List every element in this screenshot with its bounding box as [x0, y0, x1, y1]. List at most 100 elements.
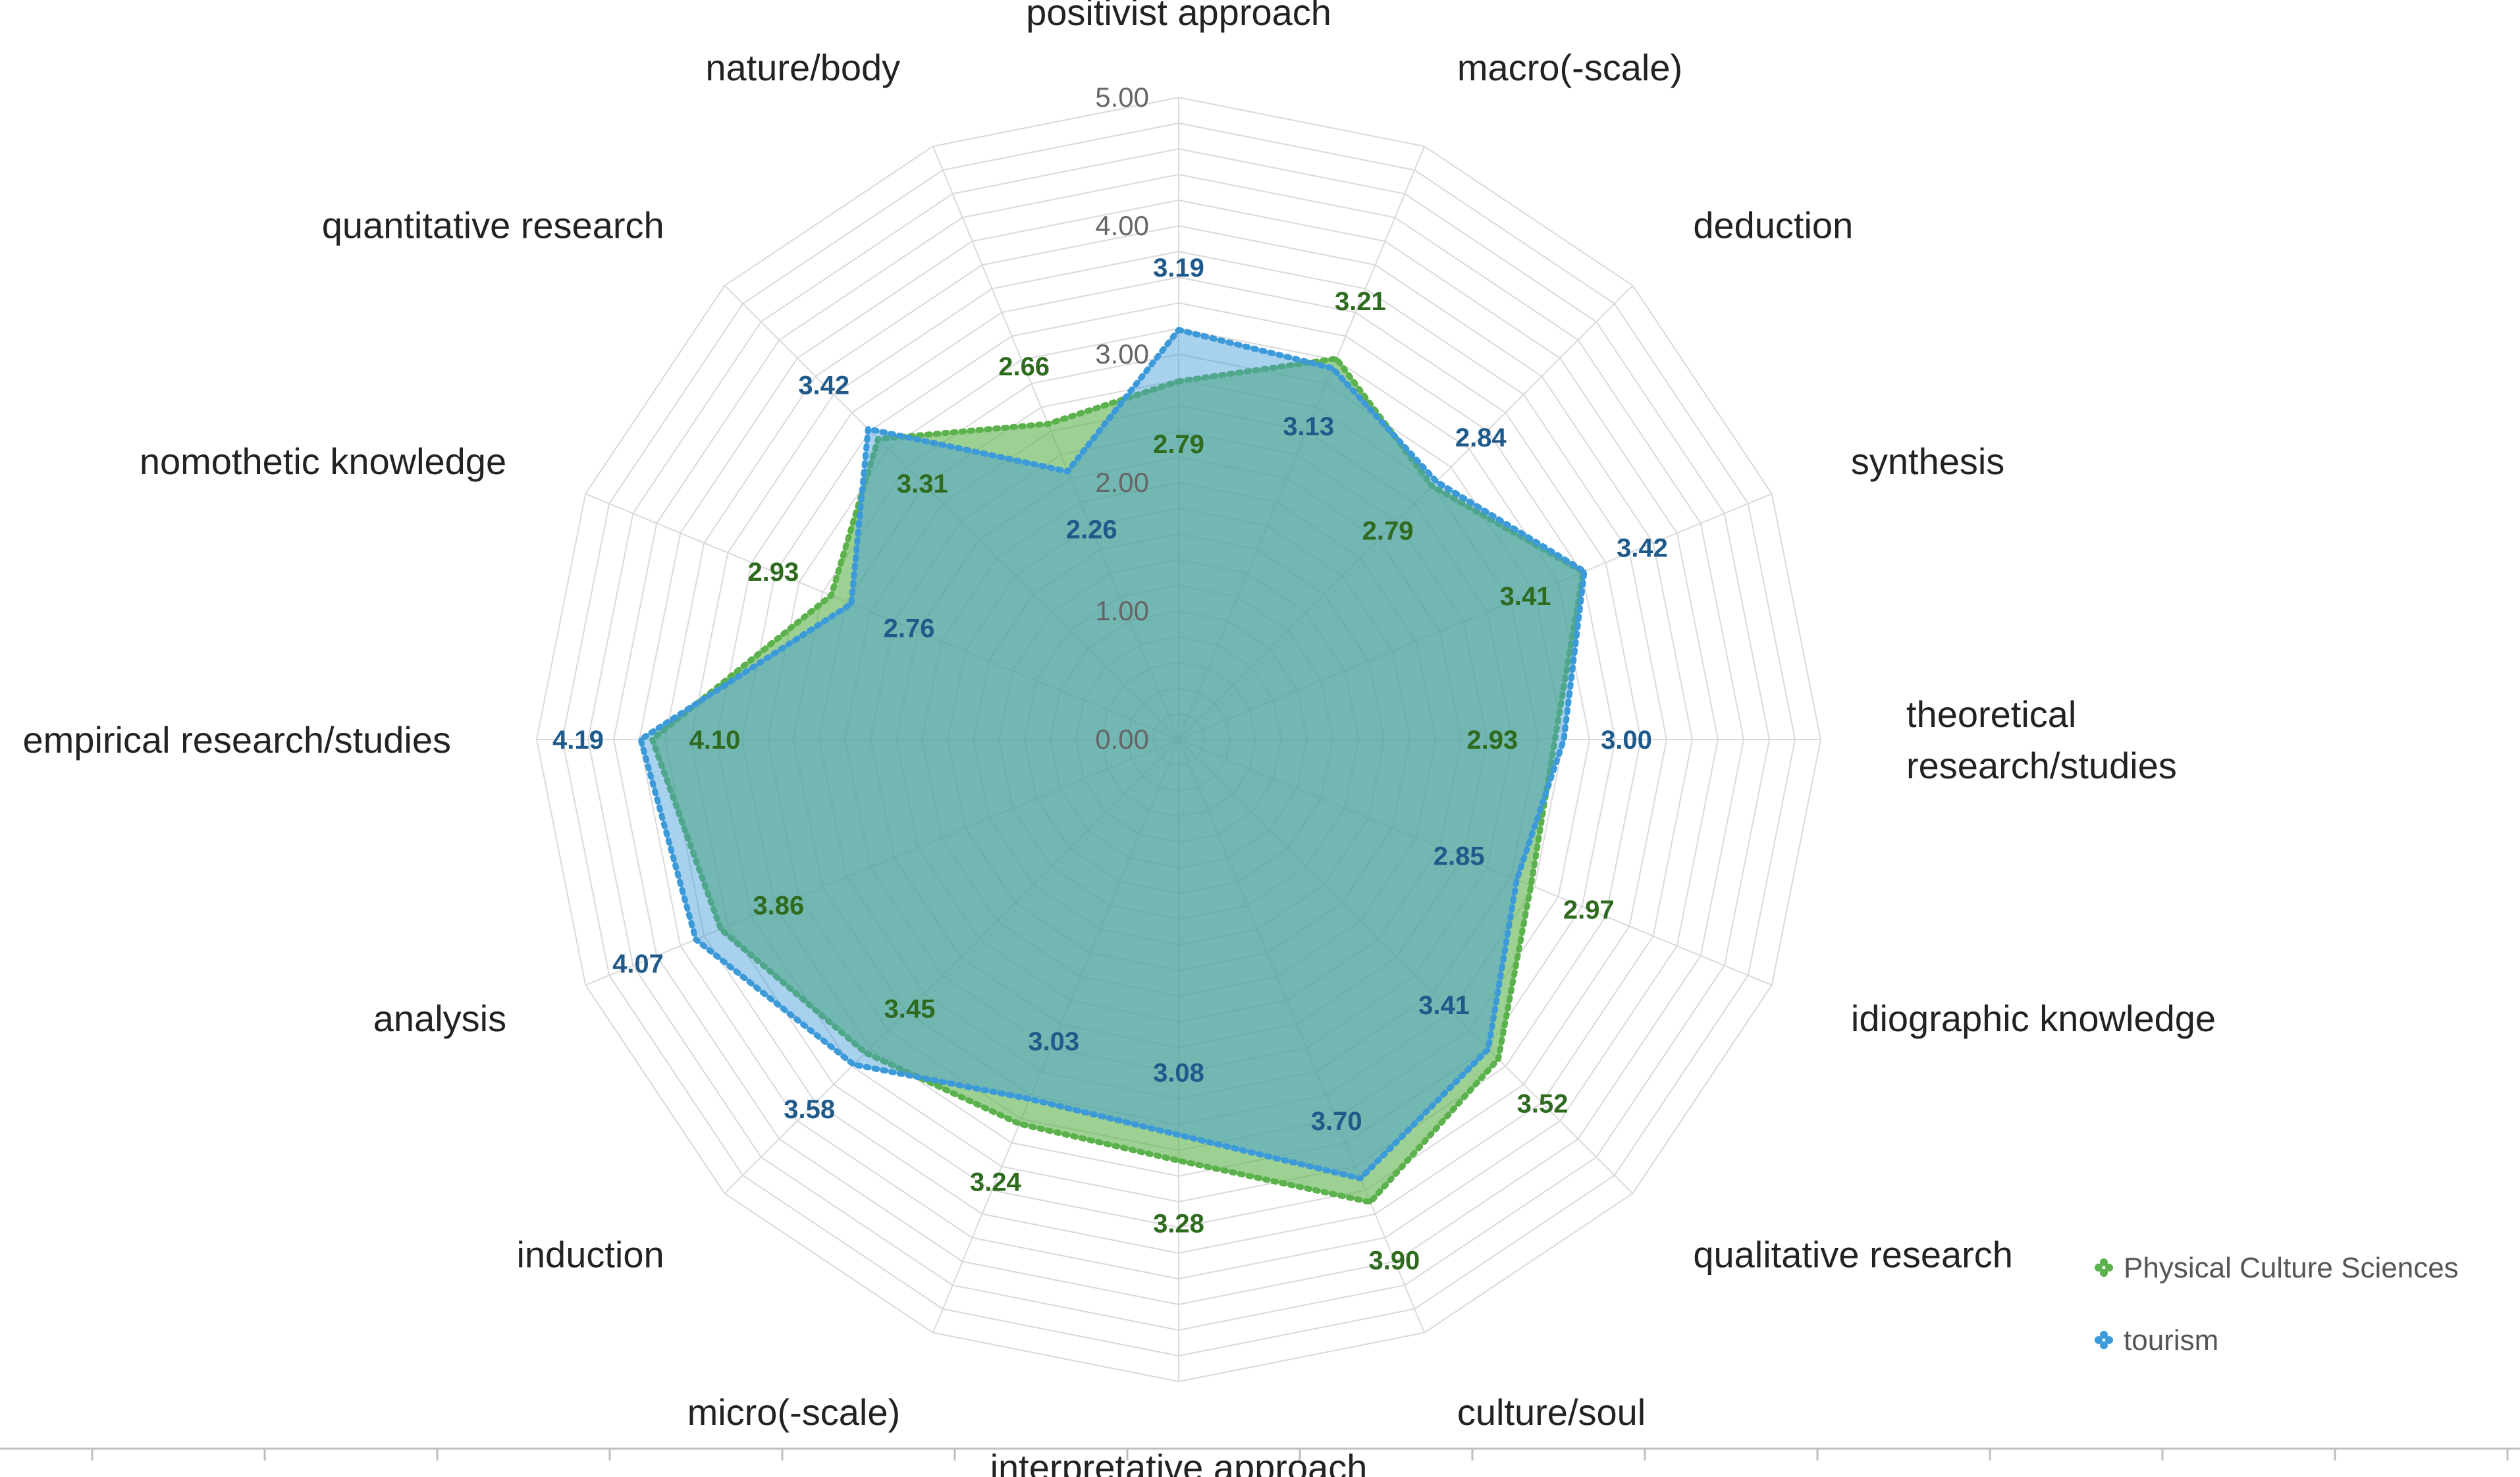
value-label-tourism: 2.76 — [884, 614, 935, 643]
legend: Physical Culture Sciences tourism — [2095, 1252, 2459, 1356]
series-physical-culture-sciences-point — [1177, 1158, 1181, 1163]
radial-tick-label: 3.00 — [1095, 338, 1149, 369]
legend-label: tourism — [2124, 1324, 2218, 1356]
legend-marker — [2100, 1331, 2108, 1339]
category-label: empirical research/studies — [23, 719, 451, 761]
value-label-tourism: 3.13 — [1283, 412, 1334, 441]
series-tourism-point — [1330, 366, 1335, 371]
category-label: micro(-scale) — [687, 1391, 901, 1433]
legend-marker — [2095, 1336, 2103, 1344]
category-label: deduction — [1693, 205, 1853, 246]
series-tourism-point — [1582, 569, 1587, 574]
category-label: idiographic knowledge — [1851, 998, 2216, 1039]
series-physical-culture-sciences-point — [1368, 1200, 1373, 1204]
value-label-physical-culture-sciences: 2.79 — [1153, 430, 1204, 459]
series-tourism-point — [1358, 1176, 1363, 1181]
series-physical-culture-sciences-point — [718, 927, 723, 932]
category-label: qualitative research — [1693, 1233, 2013, 1275]
value-label-tourism: 2.26 — [1066, 516, 1117, 545]
series-physical-culture-sciences-point — [1017, 1121, 1022, 1126]
series-physical-culture-sciences-point — [650, 738, 655, 741]
legend-marker — [2100, 1258, 2108, 1266]
category-label: positivist approach — [1026, 0, 1331, 33]
series-physical-culture-sciences-point — [1430, 484, 1434, 489]
value-label-tourism: 3.58 — [784, 1095, 835, 1124]
value-label-physical-culture-sciences: 3.45 — [884, 995, 936, 1024]
radial-tick-label: 2.00 — [1095, 467, 1149, 498]
value-label-physical-culture-sciences: 3.21 — [1335, 287, 1386, 316]
value-label-tourism: 3.41 — [1418, 991, 1470, 1020]
value-label-tourism: 3.70 — [1311, 1107, 1362, 1136]
value-label-physical-culture-sciences: 4.10 — [689, 726, 741, 755]
value-label-physical-culture-sciences: 3.28 — [1153, 1210, 1204, 1239]
value-label-tourism: 4.19 — [552, 726, 604, 755]
value-label-tourism: 3.03 — [1028, 1027, 1079, 1056]
legend-marker — [2100, 1341, 2108, 1349]
legend-entry: tourism — [2095, 1324, 2218, 1356]
series-tourism-point — [1177, 327, 1181, 332]
value-label-physical-culture-sciences: 3.41 — [1500, 582, 1551, 611]
data-value-labels: 2.79 3.21 2.79 3.41 2.93 2.97 3.52 3.90 3.28 3.24… — [552, 254, 1668, 1275]
legend-entry: Physical Culture Sciences — [2095, 1252, 2459, 1284]
category-label-line: theoretical — [1906, 693, 2076, 735]
value-label-tourism: 4.07 — [612, 950, 664, 979]
value-label-physical-culture-sciences: 3.24 — [970, 1168, 1022, 1196]
category-labels: positivist approach macro(-scale) deductio… — [23, 0, 2216, 1477]
series-tourism-point — [866, 427, 871, 431]
category-label: theoretical research/studies — [1906, 693, 2177, 786]
series-physical-culture-sciences-point — [1177, 379, 1181, 383]
series-tourism-point — [851, 1062, 856, 1067]
value-label-tourism: 3.00 — [1601, 726, 1652, 755]
value-label-physical-culture-sciences: 3.52 — [1517, 1090, 1568, 1119]
value-label-tourism: 3.08 — [1153, 1059, 1204, 1088]
radar-series — [637, 327, 1588, 1206]
category-label: analysis — [373, 998, 506, 1039]
category-label: interpretative approach — [990, 1447, 1368, 1477]
value-label-tourism: 3.42 — [1617, 533, 1668, 562]
series-physical-culture-sciences-point — [1496, 1057, 1501, 1061]
bottom-axis-line — [0, 1447, 2520, 1461]
value-label-tourism: 2.84 — [1455, 423, 1507, 452]
category-label: macro(-scale) — [1457, 47, 1682, 88]
value-label-tourism: 3.19 — [1153, 254, 1204, 282]
radial-tick-label: 5.00 — [1095, 82, 1149, 113]
radial-tick-label: 1.00 — [1095, 595, 1149, 626]
value-label-physical-culture-sciences: 3.31 — [897, 470, 948, 498]
legend-marker — [2100, 1269, 2108, 1277]
legend-marker — [2095, 1264, 2103, 1272]
series-tourism-point — [693, 937, 698, 942]
series-tourism-point — [1027, 1096, 1032, 1101]
series-physical-culture-sciences-point — [1553, 738, 1557, 741]
radial-tick-label: 0.00 — [1095, 724, 1149, 755]
value-label-physical-culture-sciences: 2.66 — [998, 352, 1050, 381]
legend-label: Physical Culture Sciences — [2124, 1252, 2459, 1284]
series-physical-culture-sciences-point — [1046, 421, 1050, 426]
category-label-line: research/studies — [1906, 745, 2177, 786]
series-tourism-point — [1515, 877, 1519, 882]
value-label-tourism: 2.85 — [1434, 842, 1485, 871]
series-tourism-point — [1065, 469, 1070, 473]
series-physical-culture-sciences-point — [1334, 356, 1339, 361]
series-physical-culture-sciences-point — [876, 437, 880, 441]
series-physical-culture-sciences-point — [1529, 883, 1534, 888]
legend-marker — [2105, 1336, 2113, 1344]
value-label-physical-culture-sciences: 2.93 — [1466, 726, 1518, 755]
category-label: quantitative research — [322, 205, 664, 246]
series-tourism-point — [849, 602, 853, 606]
series-physical-culture-sciences-point — [863, 1050, 868, 1055]
category-label: induction — [516, 1233, 664, 1275]
legend-marker — [2105, 1264, 2113, 1272]
series-tourism-point — [1562, 738, 1566, 741]
series-physical-culture-sciences-point — [829, 593, 834, 598]
value-label-physical-culture-sciences: 3.90 — [1368, 1246, 1420, 1275]
series-tourism-point — [1434, 479, 1439, 484]
value-label-physical-culture-sciences: 2.93 — [747, 558, 799, 587]
value-label-physical-culture-sciences: 2.97 — [1563, 896, 1615, 925]
series-tourism-point — [638, 738, 643, 741]
series-tourism-point — [1177, 1133, 1181, 1137]
radial-tick-label: 4.00 — [1095, 210, 1149, 241]
series-tourism-point — [1486, 1047, 1491, 1052]
radial-tick-labels: 0.00 1.00 2.00 3.00 4.00 5.00 — [1095, 82, 1149, 755]
